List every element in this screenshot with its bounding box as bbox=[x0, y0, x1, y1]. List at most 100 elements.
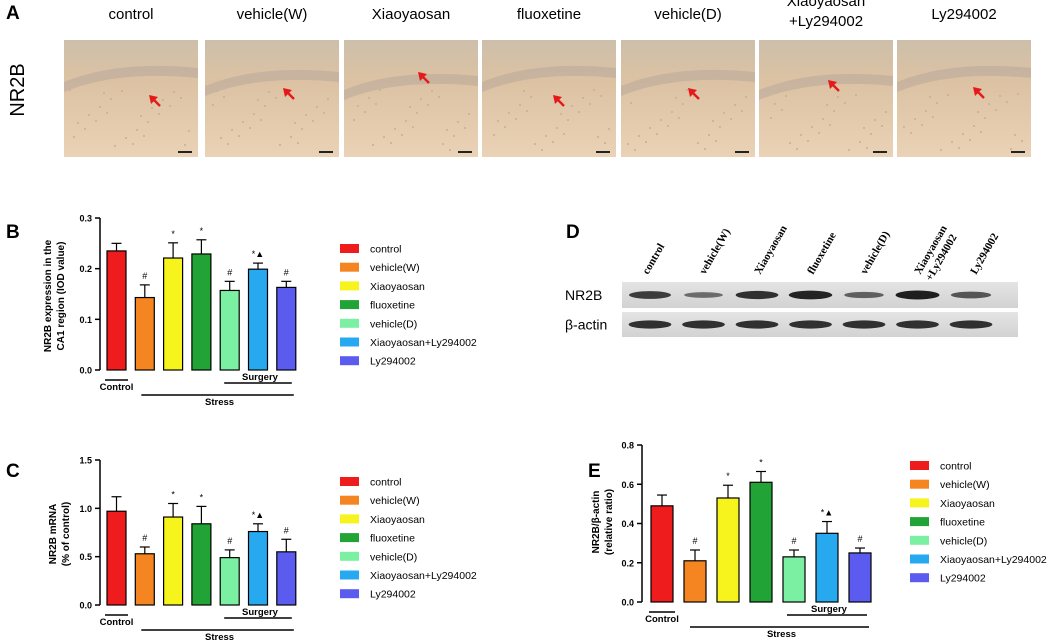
legend-swatch bbox=[340, 262, 359, 272]
blot-band bbox=[682, 320, 725, 329]
significance-mark: # bbox=[142, 271, 147, 281]
bar bbox=[219, 557, 240, 606]
y-tick-label: 0.3 bbox=[79, 214, 92, 224]
red-arrow-icon bbox=[973, 87, 985, 99]
y-tick-label: 0.6 bbox=[621, 480, 634, 490]
stress-group-label: Stress bbox=[205, 632, 234, 642]
legend-swatch bbox=[910, 517, 929, 527]
bar bbox=[134, 296, 155, 371]
panel-label: E bbox=[588, 461, 601, 482]
bar bbox=[247, 268, 269, 371]
stress-group-label: Stress bbox=[205, 397, 234, 408]
significance-mark: * bbox=[200, 492, 204, 502]
bar bbox=[683, 560, 707, 603]
legend-label: vehicle(W) bbox=[370, 495, 420, 507]
y-tick-label: 0.2 bbox=[79, 264, 92, 274]
y-tick-label: 0.4 bbox=[621, 519, 634, 529]
y-tick-label: 0.8 bbox=[621, 441, 634, 451]
bar bbox=[650, 505, 674, 603]
blot-row-label: β-actin bbox=[565, 317, 607, 333]
micrograph-image bbox=[621, 40, 755, 157]
bar bbox=[782, 556, 806, 603]
legend-swatch bbox=[340, 551, 359, 561]
micrograph-image bbox=[759, 40, 893, 157]
legend-swatch bbox=[910, 479, 929, 489]
legend-label: vehicle(D) bbox=[370, 551, 417, 563]
y-tick-label: 0.0 bbox=[79, 601, 92, 611]
blot-band bbox=[789, 320, 832, 329]
red-arrow-icon bbox=[418, 72, 430, 84]
blot-band bbox=[684, 292, 723, 298]
red-arrow-icon bbox=[828, 80, 840, 92]
control-group-label: Control bbox=[100, 617, 134, 628]
control-group-label: Control bbox=[645, 614, 679, 625]
lane-label: vehicle(W) bbox=[697, 226, 733, 276]
panel-a-row-label: NR2B bbox=[7, 63, 29, 116]
lane-label: Xiaoyaosan+Ly294002 bbox=[912, 223, 961, 283]
legend-b: control vehicle(W) Xiaoyaosan fluoxetine veh… bbox=[340, 244, 477, 368]
legend-swatch bbox=[340, 533, 359, 543]
significance-mark: # bbox=[284, 525, 289, 535]
lane-label: vehicle(D) bbox=[858, 229, 892, 277]
significance-mark: * bbox=[200, 226, 204, 236]
micrograph-label: Xiaoyaosan +Ly294002 bbox=[787, 0, 865, 30]
legend-swatch bbox=[910, 461, 929, 470]
bar bbox=[163, 516, 184, 606]
blot-band bbox=[629, 291, 671, 299]
micrograph-label: vehicle(D) bbox=[654, 6, 722, 23]
micrograph-image bbox=[897, 40, 1031, 157]
micrograph-image bbox=[205, 40, 339, 157]
significance-mark: # bbox=[227, 267, 232, 277]
legend-swatch bbox=[340, 300, 359, 310]
legend-swatch bbox=[340, 570, 359, 580]
blot-row-label: NR2B bbox=[565, 287, 602, 303]
legend-label: fluoxetine bbox=[940, 517, 985, 529]
significance-mark: *▲ bbox=[252, 510, 264, 520]
significance-mark: # bbox=[791, 536, 796, 546]
legend-swatch bbox=[340, 589, 359, 599]
legend-swatch bbox=[340, 514, 359, 524]
legend-swatch bbox=[910, 535, 929, 545]
legend-label: vehicle(W) bbox=[370, 262, 420, 274]
legend-swatch bbox=[340, 337, 359, 347]
y-axis-label: NR2B mRNA (% of control) bbox=[48, 502, 72, 566]
panel-d-western-blot: control vehicle(W) Xiaoyaosan fluoxetine veh… bbox=[565, 223, 1018, 337]
legend-c: control vehicle(W) Xiaoyaosan fluoxetine veh… bbox=[340, 477, 477, 601]
significance-mark: * bbox=[726, 471, 730, 481]
y-axis-label: NR2B/β-actin (relative ratio) bbox=[591, 489, 615, 555]
legend-label: fluoxetine bbox=[370, 533, 415, 545]
bar bbox=[815, 532, 839, 603]
actin-blot-strip bbox=[622, 312, 1018, 337]
chart-e: E 0.0 0.2 0.4 0.6 0.8 NR2B/β-actin (relative ra… bbox=[588, 441, 872, 640]
legend-label: vehicle(W) bbox=[940, 479, 990, 491]
micrograph-image bbox=[482, 40, 616, 157]
bar bbox=[219, 289, 240, 371]
significance-mark: * bbox=[759, 457, 763, 467]
legend-label: Ly294002 bbox=[370, 356, 416, 368]
chart-c: C 0.0 0.5 1.0 1.5 NR2B mRNA (% of control) # * * #… bbox=[6, 456, 297, 642]
blot-band bbox=[788, 290, 833, 300]
blot-band bbox=[735, 290, 779, 300]
y-tick-label: 0.1 bbox=[79, 315, 92, 325]
panel-a-label: A bbox=[6, 3, 20, 24]
legend-label: control bbox=[370, 477, 402, 489]
significance-mark: # bbox=[284, 267, 289, 277]
bar bbox=[247, 530, 269, 606]
significance-mark: *▲ bbox=[252, 249, 264, 259]
legend-label: control bbox=[370, 244, 402, 256]
legend-swatch bbox=[910, 554, 929, 564]
legend-label: control bbox=[940, 461, 972, 473]
surgery-group-label: Surgery bbox=[242, 372, 279, 383]
panel-label: B bbox=[6, 222, 20, 243]
y-tick-label: 0.5 bbox=[79, 552, 92, 562]
micrograph-label: Xiaoyaosan bbox=[372, 6, 450, 23]
lane-label: control bbox=[640, 242, 667, 277]
legend-swatch bbox=[340, 281, 359, 291]
blot-band bbox=[628, 320, 672, 329]
y-axis-label: NR2B expression in the CA1 region (IOD va… bbox=[43, 239, 67, 352]
legend-swatch bbox=[340, 477, 359, 486]
legend-swatch bbox=[340, 318, 359, 328]
significance-mark: # bbox=[142, 533, 147, 543]
blot-band bbox=[895, 290, 940, 300]
